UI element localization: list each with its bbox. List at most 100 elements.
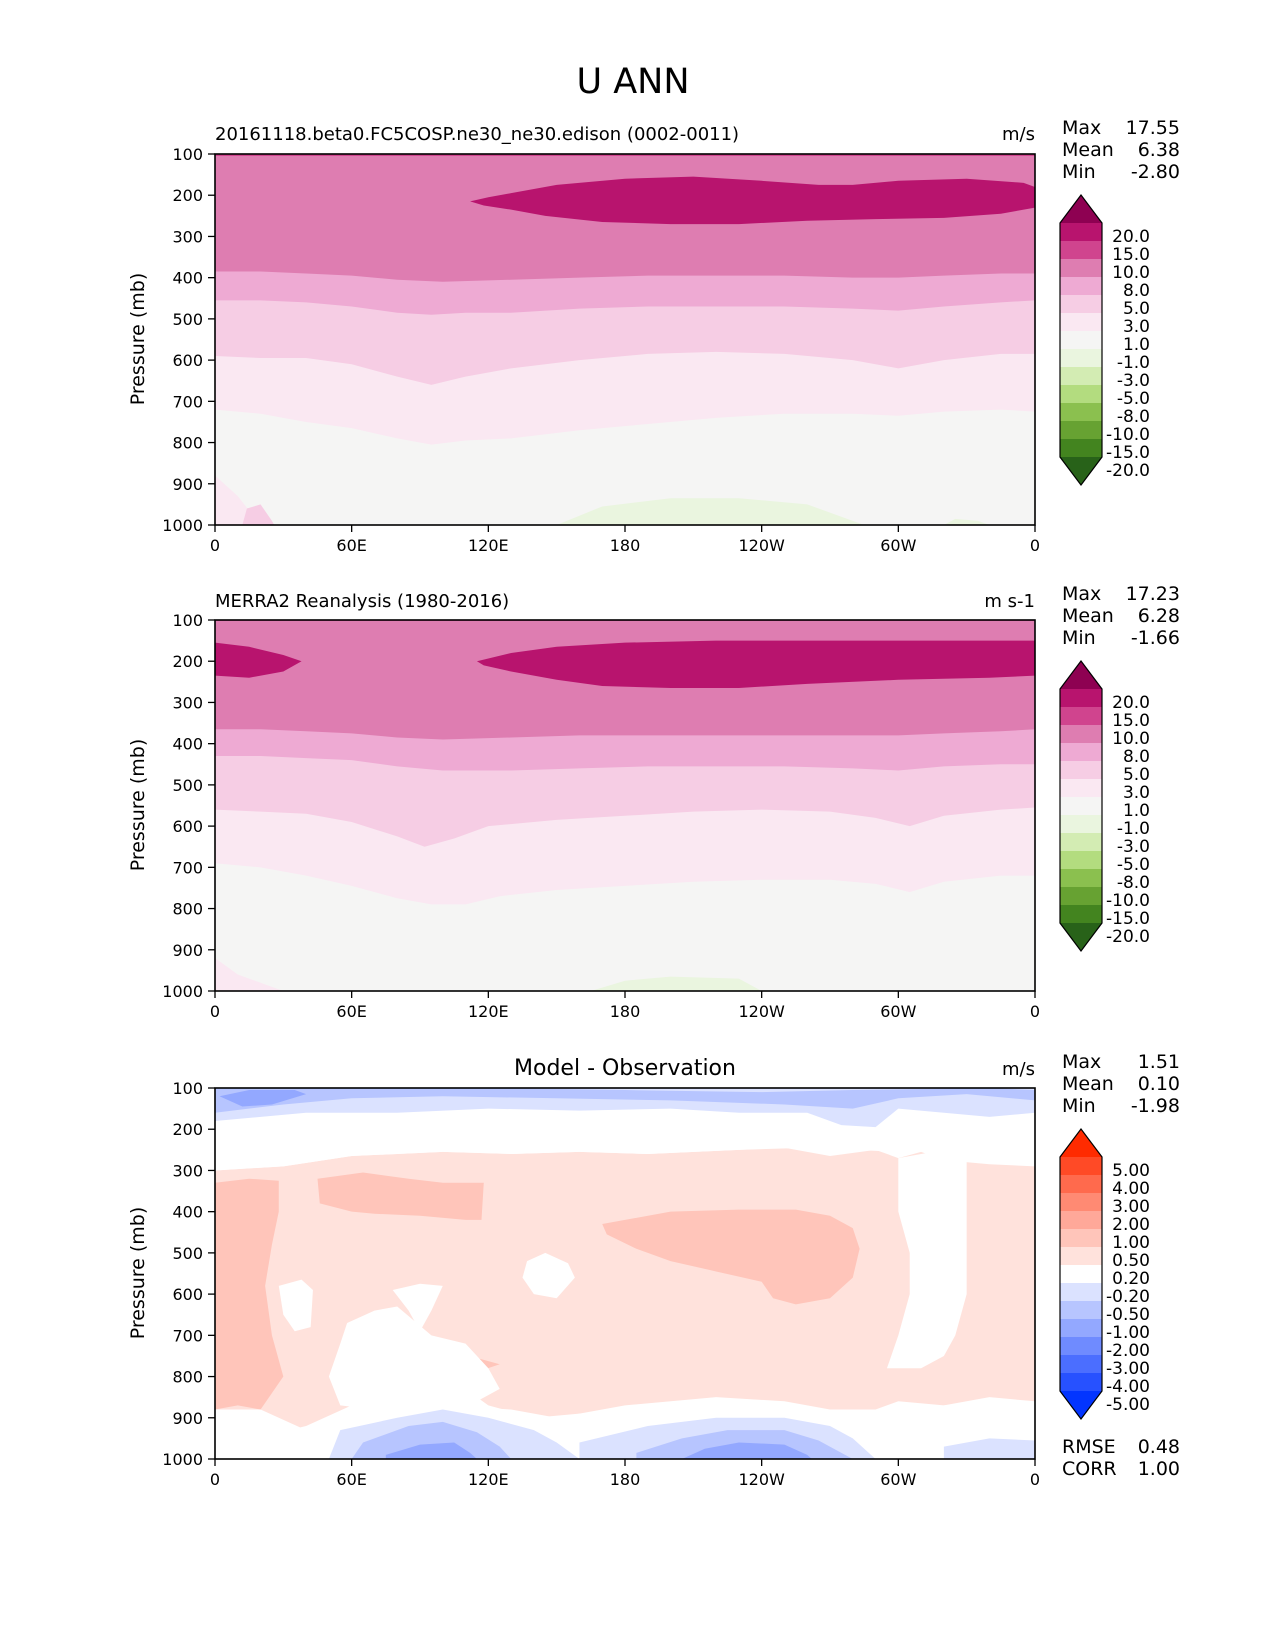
colorbar-segment bbox=[1060, 779, 1102, 798]
panel-title: MERRA2 Reanalysis (1980-2016) bbox=[215, 591, 509, 612]
metric-label: RMSE bbox=[1062, 1436, 1116, 1458]
metric-label: CORR bbox=[1062, 1458, 1117, 1480]
colorbar-segment bbox=[1060, 1157, 1102, 1176]
stat-label: Mean bbox=[1062, 139, 1114, 161]
stat-label: Mean bbox=[1062, 605, 1114, 627]
colorbar-segment bbox=[1060, 421, 1102, 440]
colorbar-tick-label: 0.50 bbox=[1112, 1251, 1150, 1271]
contour-region bbox=[215, 1112, 1035, 1171]
contour-plot bbox=[215, 154, 1035, 525]
contour-band bbox=[476, 640, 1035, 689]
colorbar-tick-label: -15.0 bbox=[1106, 443, 1150, 463]
contour-region bbox=[215, 1088, 1035, 1113]
contour-band bbox=[215, 642, 302, 678]
colorbar-tick-label: 4.00 bbox=[1112, 1179, 1150, 1199]
colorbar-tick-label: -3.0 bbox=[1117, 371, 1150, 391]
colorbar-segment bbox=[1060, 725, 1102, 744]
y-axis: 100 200 300 400 500 600 700 800 900 1000 bbox=[162, 145, 215, 535]
y-tick-label: 600 bbox=[172, 817, 203, 836]
metrics-box: RMSE 0.48 CORR 1.00 bbox=[1062, 1436, 1180, 1480]
colorbar-segment bbox=[1060, 743, 1102, 762]
x-tick-label: 120E bbox=[468, 1002, 509, 1021]
colorbar-segment bbox=[1060, 313, 1102, 332]
colorbar-tick-label: -5.0 bbox=[1117, 389, 1150, 409]
y-tick-label: 100 bbox=[172, 145, 203, 164]
colorbar: 20.015.010.08.05.03.01.0-1.0-3.0-5.0-8.0… bbox=[1059, 660, 1150, 952]
y-tick-label: 400 bbox=[172, 269, 203, 288]
y-tick-label: 500 bbox=[172, 1244, 203, 1263]
colorbar-tick-label: 5.0 bbox=[1123, 765, 1150, 785]
figure-title: U ANN bbox=[576, 62, 689, 102]
y-tick-label: 600 bbox=[172, 351, 203, 370]
colorbar-segment bbox=[1060, 1355, 1102, 1374]
colorbar-tick-label: 5.00 bbox=[1112, 1161, 1150, 1181]
x-tick-label: 60W bbox=[880, 1470, 916, 1489]
y-tick-label: 100 bbox=[172, 611, 203, 630]
contour-region bbox=[943, 1438, 1035, 1459]
y-tick-label: 900 bbox=[172, 941, 203, 960]
colorbar: 20.015.010.08.05.03.01.0-1.0-3.0-5.0-8.0… bbox=[1059, 194, 1150, 486]
x-tick-label: 180 bbox=[610, 1002, 641, 1021]
stat-label: Min bbox=[1062, 1095, 1096, 1117]
colorbar-tick-label: 15.0 bbox=[1112, 711, 1150, 731]
y-axis: 100 200 300 400 500 600 700 800 900 1000 bbox=[162, 1079, 215, 1469]
colorbar-segment bbox=[1060, 331, 1102, 350]
stats-box: Max 17.23 Mean 6.28 Min -1.66 bbox=[1062, 583, 1180, 649]
x-tick-label: 60W bbox=[880, 536, 916, 555]
colorbar-tick-label: 2.00 bbox=[1112, 1215, 1150, 1235]
contour-region bbox=[385, 1442, 477, 1459]
colorbar-segment bbox=[1060, 1301, 1102, 1320]
colorbar-segment bbox=[1060, 797, 1102, 816]
colorbar-tick-label: -5.00 bbox=[1106, 1395, 1150, 1415]
x-axis: 0 60E 120E 180 120W 60W 0 bbox=[210, 991, 1040, 1021]
colorbar-tick-label: -15.0 bbox=[1106, 909, 1150, 929]
colorbar-tick-label: -20.0 bbox=[1106, 927, 1150, 947]
y-tick-label: 700 bbox=[172, 1326, 203, 1345]
x-tick-label: 60E bbox=[336, 1470, 366, 1489]
x-tick-label: 180 bbox=[610, 1470, 641, 1489]
colorbar-tick-label: -3.00 bbox=[1106, 1359, 1150, 1379]
stat-value: -1.98 bbox=[1131, 1095, 1180, 1117]
y-tick-label: 1000 bbox=[162, 516, 203, 535]
colorbar-tick-label: 15.0 bbox=[1112, 245, 1150, 265]
x-tick-label: 0 bbox=[1030, 536, 1040, 555]
units-label: m/s bbox=[1002, 124, 1035, 145]
metric-value: 1.00 bbox=[1138, 1458, 1180, 1480]
x-axis: 0 60E 120E 180 120W 60W 0 bbox=[210, 525, 1040, 555]
x-tick-label: 180 bbox=[610, 536, 641, 555]
x-tick-label: 60E bbox=[336, 536, 366, 555]
stat-label: Mean bbox=[1062, 1073, 1114, 1095]
colorbar-tick-label: 20.0 bbox=[1112, 693, 1150, 713]
contour-band bbox=[215, 958, 284, 991]
y-tick-label: 800 bbox=[172, 434, 203, 453]
colorbar-tick-label: -20.0 bbox=[1106, 461, 1150, 481]
contour-region bbox=[681, 1442, 812, 1459]
colorbar-tick-label: -3.0 bbox=[1117, 837, 1150, 857]
stat-label: Max bbox=[1062, 1051, 1101, 1073]
colorbar-segment bbox=[1060, 1175, 1102, 1194]
colorbar-tick-label: -1.0 bbox=[1117, 819, 1150, 839]
contour-band bbox=[470, 176, 1035, 225]
contour-plot bbox=[215, 620, 1035, 991]
x-tick-label: 60W bbox=[880, 1002, 916, 1021]
colorbar-outline bbox=[1059, 1128, 1103, 1420]
panel-test: 20161118.beta0.FC5COSP.ne30_ne30.edison … bbox=[127, 117, 1180, 555]
contour-region bbox=[886, 1149, 967, 1369]
colorbar-segment bbox=[1060, 1373, 1102, 1392]
colorbar-segment bbox=[1060, 851, 1102, 870]
colorbar-segment bbox=[1060, 707, 1102, 726]
contour-region bbox=[351, 1421, 512, 1459]
colorbar-segment bbox=[1060, 761, 1102, 780]
colorbar-tick-label: 3.00 bbox=[1112, 1197, 1150, 1217]
y-axis-label: Pressure (mb) bbox=[127, 1207, 149, 1340]
stat-value: 1.51 bbox=[1138, 1051, 1180, 1073]
colorbar-tick-label: 20.0 bbox=[1112, 227, 1150, 247]
y-tick-label: 400 bbox=[172, 735, 203, 754]
colorbar-segment bbox=[1060, 1229, 1102, 1248]
colorbar-segment bbox=[1060, 403, 1102, 422]
colorbar-segment bbox=[1060, 1193, 1102, 1212]
colorbar-extend-top bbox=[1060, 661, 1102, 689]
colorbar-segment bbox=[1060, 367, 1102, 386]
colorbar-tick-label: -8.0 bbox=[1117, 873, 1150, 893]
